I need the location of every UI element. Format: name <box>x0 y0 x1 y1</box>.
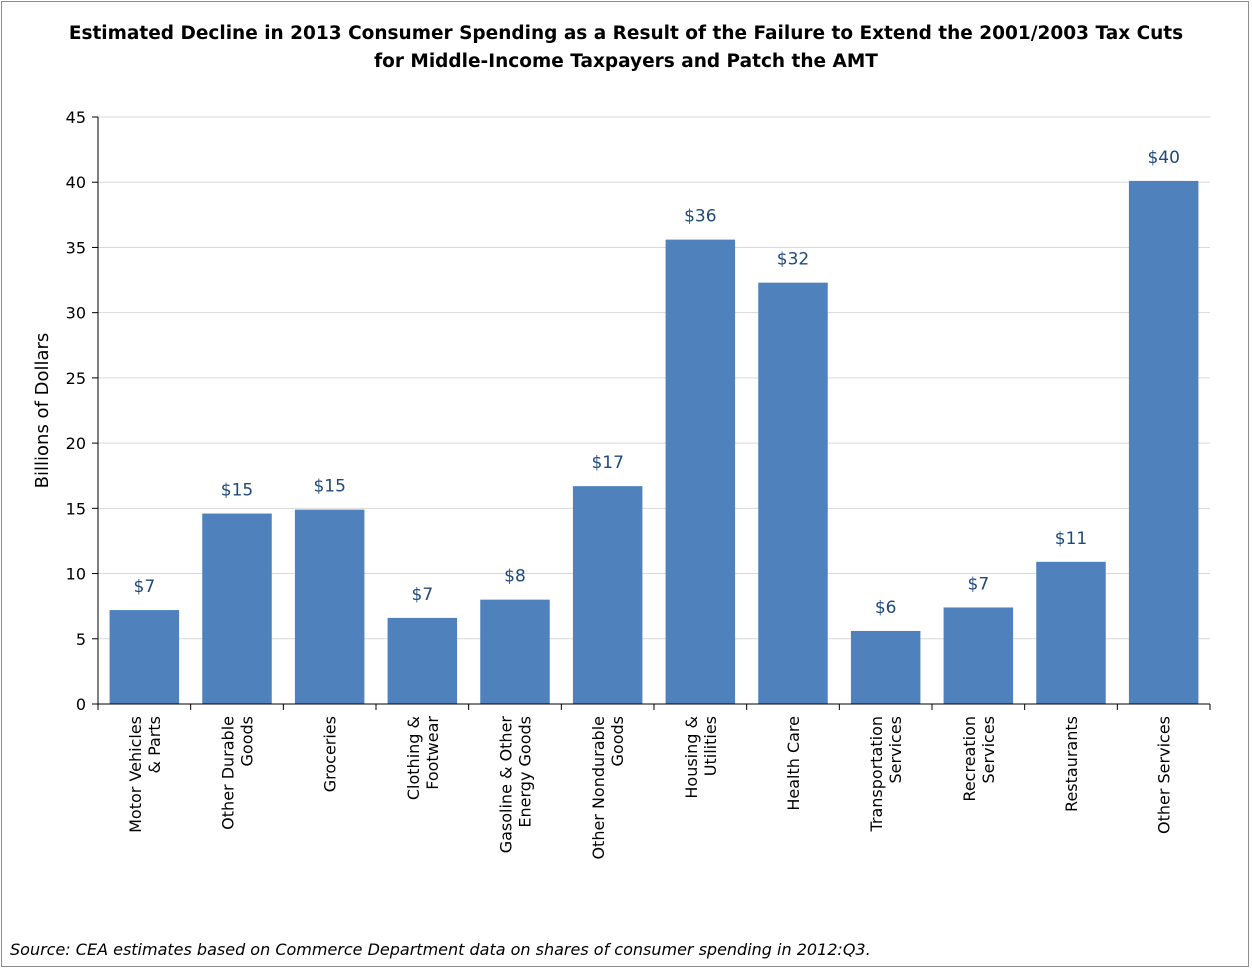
category-label-line: Transportation <box>867 716 886 833</box>
data-label: $32 <box>777 250 809 270</box>
bar <box>758 282 828 704</box>
bar <box>850 630 921 704</box>
chart-title: Estimated Decline in 2013 Consumer Spend… <box>20 20 1232 76</box>
data-label: $8 <box>504 567 526 587</box>
category-label-line: Other Services <box>1155 716 1174 834</box>
data-label: $36 <box>684 207 716 227</box>
y-axis-title: Billions of Dollars <box>32 333 53 489</box>
source-note: Source: CEA estimates based on Commerce … <box>10 940 871 959</box>
category-label-line: Other Nondurable <box>589 716 608 860</box>
category-label: Recreation Services <box>960 716 998 802</box>
bar <box>572 486 643 704</box>
y-tick-label: 15 <box>66 499 86 518</box>
category-label-line: Motor Vehicles <box>126 716 145 833</box>
category-label-line: Restaurants <box>1062 716 1081 812</box>
bar <box>109 610 180 704</box>
bar <box>1128 180 1199 704</box>
category-label: Gasoline & Other Energy Goods <box>497 716 535 854</box>
category-label-line: Footwear <box>423 716 442 790</box>
y-tick-label: 5 <box>76 630 86 649</box>
y-tick-label: 10 <box>66 565 86 584</box>
category-label-line: Groceries <box>321 716 340 792</box>
category-label-line: & Parts <box>145 716 164 773</box>
data-label: $6 <box>875 598 897 618</box>
data-label: $15 <box>221 481 253 501</box>
category-label-line: Energy Goods <box>516 716 535 828</box>
category-label-line: Services <box>979 716 998 783</box>
y-tick-label: 20 <box>66 434 86 453</box>
category-label-line: Health Care <box>784 716 803 811</box>
category-label-line: Services <box>886 716 905 783</box>
category-label-line: Other Durable <box>219 716 238 830</box>
bar <box>943 607 1014 704</box>
bars <box>109 180 1199 704</box>
category-label-line: Clothing & <box>404 716 423 800</box>
category-label: Health Care <box>784 716 803 811</box>
chart-title-line-2: for Middle-Income Taxpayers and Patch th… <box>374 51 878 72</box>
category-label: Motor Vehicles & Parts <box>126 716 164 833</box>
y-tick-label: 30 <box>66 304 86 323</box>
chart-title-line-1: Estimated Decline in 2013 Consumer Spend… <box>68 23 1184 44</box>
category-label-line: Housing & <box>682 716 701 799</box>
category-label: Other Services <box>1155 716 1174 834</box>
category-label-line: Utilities <box>701 716 720 776</box>
data-label: $17 <box>591 453 623 473</box>
y-tick-label: 40 <box>66 173 86 192</box>
bar <box>1036 561 1106 704</box>
data-label: $7 <box>134 577 156 597</box>
y-tick-label: 0 <box>76 695 86 714</box>
category-label: Groceries <box>321 716 340 792</box>
category-label: Other Nondurable Goods <box>589 716 627 860</box>
category-label: Other Durable Goods <box>219 716 257 830</box>
category-labels: Motor Vehicles & Parts Other Durable Goods G… <box>126 716 1174 860</box>
data-labels: $7 $15 $15 $7 $8 $17 $36 $32 $6 $7 $11 $40 <box>134 148 1180 618</box>
data-label: $7 <box>968 574 990 594</box>
y-tick-label: 25 <box>66 369 86 388</box>
category-label: Housing & Utilities <box>682 716 720 799</box>
bar <box>480 599 550 704</box>
bar <box>665 239 736 704</box>
bar <box>387 617 458 704</box>
category-label-line: Recreation <box>960 716 979 802</box>
category-label-line: Goods <box>608 716 627 766</box>
bar <box>294 509 365 704</box>
y-tick-label: 45 <box>66 108 86 127</box>
y-tick-label: 35 <box>66 238 86 257</box>
bar <box>202 513 272 704</box>
data-label: $7 <box>412 585 434 605</box>
data-label: $40 <box>1147 148 1179 168</box>
category-label-line: Goods <box>238 716 257 766</box>
category-label: Transportation Services <box>867 716 905 833</box>
category-label: Restaurants <box>1062 716 1081 812</box>
axes: 0 5 10 15 20 25 30 35 40 45 <box>66 108 1211 714</box>
category-label-line: Gasoline & Other <box>497 716 516 854</box>
category-label: Clothing & Footwear <box>404 716 442 801</box>
data-label: $15 <box>313 477 345 497</box>
gridlines <box>98 116 1210 640</box>
data-label: $11 <box>1055 529 1087 549</box>
